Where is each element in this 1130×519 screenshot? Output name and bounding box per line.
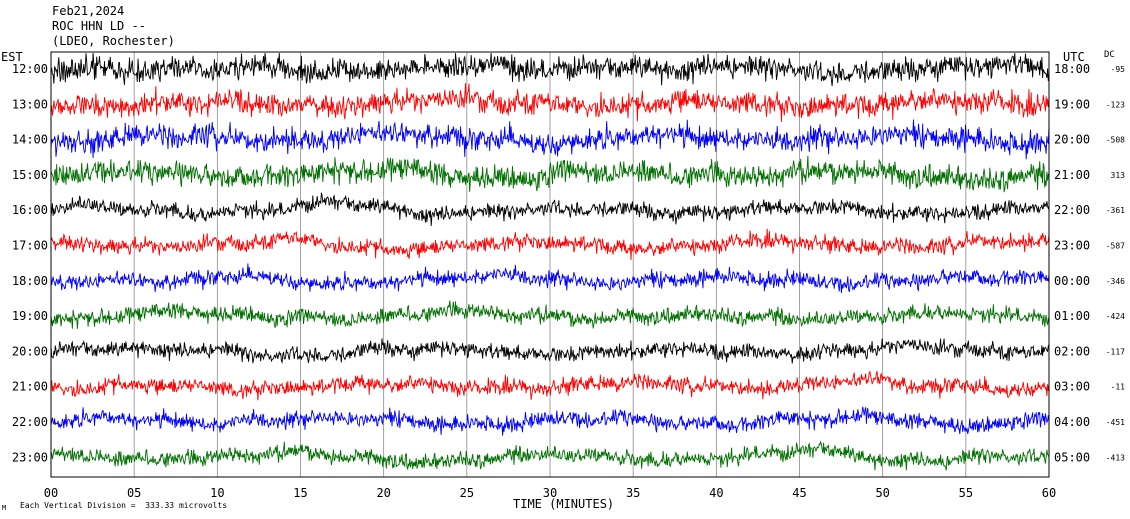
plot-frame <box>50 51 1050 478</box>
utc-label-2100: 21:00 <box>1054 168 1090 182</box>
dc-value-6: -346 <box>1106 277 1125 286</box>
utc-hour-labels: 18:00 19:00 20:00 21:00 22:00 23:00 00:00 01:00… <box>1054 62 1090 464</box>
utc-label-0200: 02:00 <box>1054 344 1090 358</box>
utc-label-0300: 03:00 <box>1054 380 1090 394</box>
est-label-1600: 16:00 <box>12 203 48 217</box>
est-label-1900: 19:00 <box>12 309 48 323</box>
trace-1500 <box>50 155 1050 193</box>
trace-1600 <box>50 192 1050 227</box>
x-tick-20: 20 <box>376 486 390 500</box>
est-label-2200: 22:00 <box>12 415 48 429</box>
est-label-1500: 15:00 <box>12 168 48 182</box>
x-tick-00: 00 <box>44 486 58 500</box>
trace-1900 <box>50 300 1050 329</box>
est-hour-labels: 12:00 13:00 14:00 15:00 16:00 17:00 18:00 19:00… <box>12 62 48 464</box>
dc-value-3: 313 <box>1111 171 1126 180</box>
trace-1300 <box>50 83 1050 122</box>
utc-label-1800: 18:00 <box>1054 62 1090 76</box>
x-tick-labels: 00 05 10 15 20 25 30 35 40 45 50 55 60 <box>44 486 1056 500</box>
x-axis-label: TIME (MINUTES) <box>513 497 614 511</box>
x-tick-40: 40 <box>709 486 723 500</box>
trace-1800 <box>50 263 1050 294</box>
est-label-1700: 17:00 <box>12 239 48 253</box>
trace-2000 <box>50 338 1050 364</box>
utc-axis-title: UTC <box>1063 50 1085 64</box>
grid-lines <box>133 52 967 477</box>
seismic-traces <box>50 52 1050 471</box>
trace-2100 <box>50 370 1050 401</box>
dc-value-5: -587 <box>1106 242 1125 251</box>
est-label-2300: 23:00 <box>12 450 48 464</box>
dc-offset-labels: -95 -123 -508 313 -361 -587 -346 -424 -117 -11 -45… <box>1106 65 1125 462</box>
x-tick-15: 15 <box>293 486 307 500</box>
trace-2200 <box>50 406 1050 436</box>
x-tick-05: 05 <box>127 486 141 500</box>
dc-value-2: -508 <box>1106 136 1125 145</box>
est-label-1400: 14:00 <box>12 133 48 147</box>
dc-value-0: -95 <box>1111 65 1126 74</box>
utc-label-0500: 05:00 <box>1054 450 1090 464</box>
dc-value-10: -451 <box>1106 418 1125 427</box>
trace-1400 <box>50 119 1050 160</box>
dc-value-8: -117 <box>1106 347 1125 356</box>
trace-2300 <box>50 440 1050 471</box>
est-label-1300: 13:00 <box>12 97 48 111</box>
x-tick-55: 55 <box>959 486 973 500</box>
utc-label-1900: 19:00 <box>1054 97 1090 111</box>
utc-label-2300: 23:00 <box>1054 239 1090 253</box>
footnote-mark: M <box>2 504 6 512</box>
est-axis-title: EST <box>1 50 23 64</box>
x-tick-30: 30 <box>543 486 557 500</box>
x-tick-25: 25 <box>460 486 474 500</box>
dc-column-title: DC <box>1104 50 1115 60</box>
est-label-1800: 18:00 <box>12 274 48 288</box>
dc-value-4: -361 <box>1106 206 1125 215</box>
est-label-2000: 20:00 <box>12 344 48 358</box>
station-label: ROC HHN LD -- <box>52 19 146 33</box>
vertical-division-note: Each Vertical Division = 333.33 microvol… <box>20 501 227 510</box>
est-label-2100: 21:00 <box>12 380 48 394</box>
utc-label-2000: 20:00 <box>1054 133 1090 147</box>
trace-1700 <box>50 228 1050 261</box>
utc-label-0000: 00:00 <box>1054 274 1090 288</box>
dc-value-1: -123 <box>1106 100 1125 109</box>
trace-1200 <box>50 52 1050 87</box>
dc-value-11: -413 <box>1106 453 1125 462</box>
x-tick-50: 50 <box>875 486 889 500</box>
date-label: Feb21,2024 <box>52 4 124 18</box>
utc-label-0100: 01:00 <box>1054 309 1090 323</box>
x-tick-60: 60 <box>1042 486 1056 500</box>
utc-label-0400: 04:00 <box>1054 415 1090 429</box>
network-label: (LDEO, Rochester) <box>52 34 175 48</box>
x-tick-45: 45 <box>792 486 806 500</box>
x-tick-10: 10 <box>210 486 224 500</box>
est-label-1200: 12:00 <box>12 62 48 76</box>
dc-value-9: -11 <box>1111 383 1126 392</box>
utc-label-2200: 22:00 <box>1054 203 1090 217</box>
x-tick-35: 35 <box>626 486 640 500</box>
dc-value-7: -424 <box>1106 312 1125 321</box>
